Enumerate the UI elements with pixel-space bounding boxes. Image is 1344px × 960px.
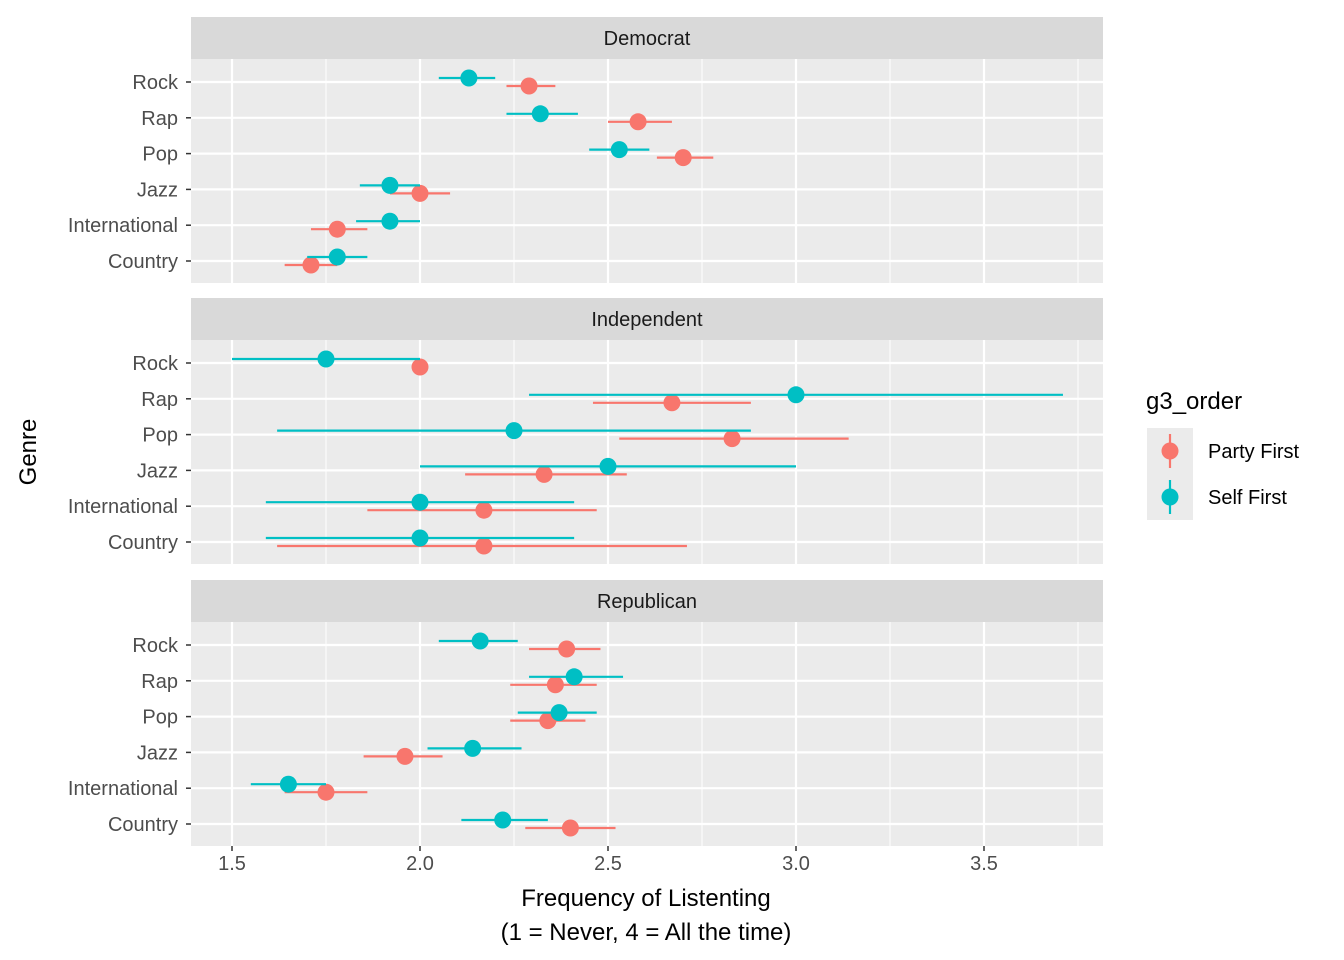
legend: g3_order Party First Self First — [1146, 388, 1300, 520]
y-tick-label: Country — [108, 532, 178, 554]
x-axis-title-line2: (1 = Never, 4 = All the time) — [501, 919, 792, 946]
y-tick-label: Rock — [132, 72, 179, 94]
data-point — [558, 640, 576, 658]
y-tick-label: International — [68, 215, 178, 237]
legend-label: Party First — [1208, 441, 1300, 463]
data-point — [317, 350, 335, 368]
data-point — [550, 704, 568, 722]
data-point — [505, 422, 523, 440]
panel-background — [191, 622, 1103, 846]
data-point — [411, 184, 429, 202]
data-point — [494, 811, 512, 829]
series-self-first — [250, 632, 624, 829]
y-tick-label: Country — [108, 251, 178, 273]
y-tick-label: Rap — [141, 389, 178, 411]
legend-item-self-first: Self First — [1147, 474, 1287, 520]
x-tick-label: 2.0 — [406, 853, 434, 875]
facet-strip-label: Democrat — [604, 28, 691, 50]
data-point — [475, 501, 493, 519]
facet-republican: Republican Rock Rap Pop Jazz International Cou… — [68, 580, 1103, 846]
facet-strip — [191, 17, 1103, 59]
y-tick-label: Jazz — [137, 742, 178, 764]
y-tick-label: Rock — [132, 353, 179, 375]
data-point — [535, 465, 553, 483]
x-tick-label: 3.0 — [782, 853, 810, 875]
data-point — [674, 149, 692, 167]
data-point — [546, 676, 564, 694]
data-point — [723, 430, 741, 448]
data-point — [599, 457, 617, 475]
panel-background — [191, 59, 1103, 283]
data-point — [460, 69, 478, 87]
facet-strip-label: Independent — [591, 309, 703, 331]
data-point — [317, 783, 335, 801]
facet-strip — [191, 580, 1103, 622]
data-point — [471, 632, 489, 650]
facet-strip — [191, 298, 1103, 340]
legend-item-party-first: Party First — [1147, 428, 1300, 474]
data-point — [328, 220, 346, 238]
data-point — [610, 141, 628, 159]
data-point — [381, 176, 399, 194]
data-point — [396, 747, 414, 765]
x-tick-label: 2.5 — [594, 853, 622, 875]
data-point — [328, 248, 346, 266]
series-party-first — [277, 358, 849, 555]
y-tick-label: Rock — [132, 635, 179, 657]
data-point — [411, 493, 429, 511]
data-point — [464, 739, 482, 757]
x-tick-label: 3.5 — [970, 853, 998, 875]
legend-key-point — [1161, 442, 1179, 460]
facet-strip-label: Republican — [597, 591, 697, 613]
legend-key-point — [1161, 488, 1179, 506]
y-tick-label: International — [68, 496, 178, 518]
legend-title: g3_order — [1146, 388, 1242, 415]
y-tick-label: Pop — [142, 425, 178, 447]
x-axis: 1.5 2.0 2.5 3.0 3.5 — [218, 846, 998, 875]
facet-democrat: Democrat Rock Rap Pop Jazz International Count… — [68, 17, 1103, 283]
y-axis-title: Genre — [15, 419, 42, 486]
data-point — [520, 77, 538, 95]
data-point — [381, 212, 399, 230]
y-tick-label: Rap — [141, 671, 178, 693]
y-tick-label: Rap — [141, 108, 178, 130]
series-party-first — [284, 640, 616, 837]
x-tick-label: 1.5 — [218, 853, 246, 875]
data-point — [475, 537, 493, 555]
data-point — [411, 529, 429, 547]
facet-independent: Independent Rock Rap Pop Jazz International Co… — [68, 298, 1103, 564]
legend-label: Self First — [1208, 487, 1287, 509]
y-tick-label: Jazz — [137, 460, 178, 482]
data-point — [531, 105, 549, 123]
data-point — [411, 358, 429, 376]
data-point — [787, 386, 805, 404]
data-point — [279, 775, 297, 793]
y-tick-label: Pop — [142, 144, 178, 166]
series-self-first — [307, 69, 650, 266]
data-point — [663, 394, 681, 412]
data-point — [302, 256, 320, 274]
panel-background — [191, 340, 1103, 564]
data-point — [561, 819, 579, 837]
y-tick-label: International — [68, 778, 178, 800]
data-point — [565, 668, 583, 686]
data-point — [629, 113, 647, 131]
y-tick-label: Country — [108, 814, 178, 836]
x-axis-title-line1: Frequency of Listenting — [521, 885, 770, 912]
y-tick-label: Pop — [142, 707, 178, 729]
series-self-first — [232, 350, 1063, 547]
series-party-first — [284, 77, 714, 274]
y-tick-label: Jazz — [137, 179, 178, 201]
